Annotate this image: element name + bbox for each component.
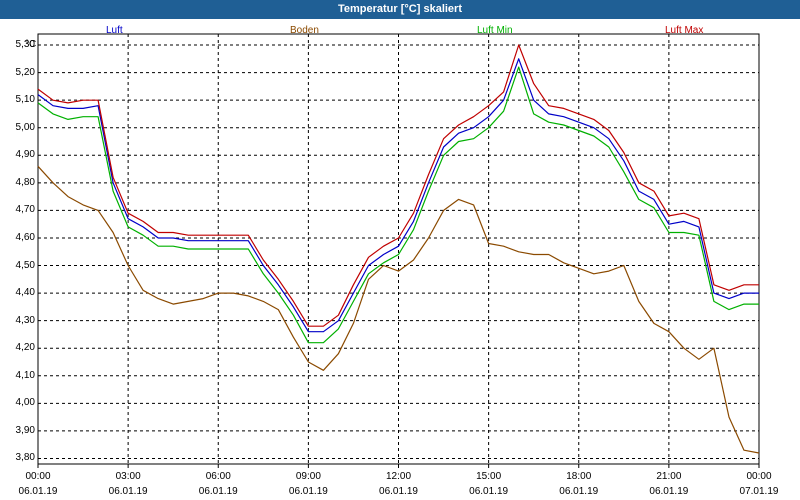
x-tick-date: 06.01.19 [469, 486, 509, 497]
x-tick-date: 06.01.19 [108, 486, 148, 497]
x-tick-time: 09:00 [295, 471, 321, 482]
x-tick-time: 15:00 [476, 471, 502, 482]
x-tick-date: 07.01.19 [739, 486, 779, 497]
x-tick-time: 12:00 [385, 471, 412, 482]
legend-boden: Boden [290, 25, 319, 36]
y-tick-label: 4,80 [15, 176, 35, 188]
x-tick-date: 06.01.19 [198, 486, 238, 497]
series-boden-line [37, 165, 760, 454]
y-tick-label: 4,90 [15, 149, 35, 161]
series-luft-min-line [37, 66, 759, 344]
x-tick-date: 06.01.19 [379, 486, 418, 497]
temperature-chart [37, 33, 760, 468]
x-tick-time: 18:00 [566, 471, 592, 482]
x-tick-date: 06.01.19 [18, 486, 58, 497]
x-tick-time: 03:00 [115, 471, 141, 482]
x-tick-time: 21:00 [656, 471, 682, 482]
y-tick-label: 4,70 [15, 204, 35, 216]
y-tick-label: 4,50 [15, 259, 35, 271]
y-tick-label: 4,30 [15, 314, 35, 326]
plot-border [37, 33, 760, 465]
y-tick-label: 4,20 [15, 342, 35, 354]
legend-luft-max: Luft Max [665, 25, 704, 36]
chart-title: Temperatur [°C] skaliert [0, 0, 800, 19]
x-tick-time: 00:00 [25, 471, 51, 482]
x-tick-date: 06.01.19 [288, 486, 328, 497]
series-luft-max-line [37, 44, 759, 327]
y-tick-label: 5,00 [15, 121, 35, 133]
y-axis-unit: °C [25, 39, 37, 50]
x-tick-time: 00:00 [746, 471, 772, 482]
y-tick-label: 5,20 [15, 66, 35, 78]
y-tick-label: 4,00 [15, 397, 35, 409]
y-tick-label: 5,10 [15, 94, 35, 106]
y-tick-label: 4,60 [15, 231, 35, 243]
x-tick-date: 06.01.19 [649, 486, 689, 497]
x-tick-time: 06:00 [205, 471, 231, 482]
y-tick-label: 4,40 [15, 287, 35, 299]
y-tick-label: 5,30 [15, 39, 35, 51]
series-luft-line [37, 58, 759, 333]
y-tick-label: 4,10 [15, 369, 35, 381]
legend-luft: Luft [106, 25, 123, 36]
chart-area: Luft Boden Luft Min Luft Max °C 3,80 3,90… [0, 19, 800, 500]
y-tick-label: 3,80 [15, 452, 35, 464]
y-tick-label: 3,90 [15, 424, 35, 436]
x-tick-date: 06.01.19 [559, 486, 599, 497]
legend-luft-min: Luft Min [477, 25, 513, 36]
